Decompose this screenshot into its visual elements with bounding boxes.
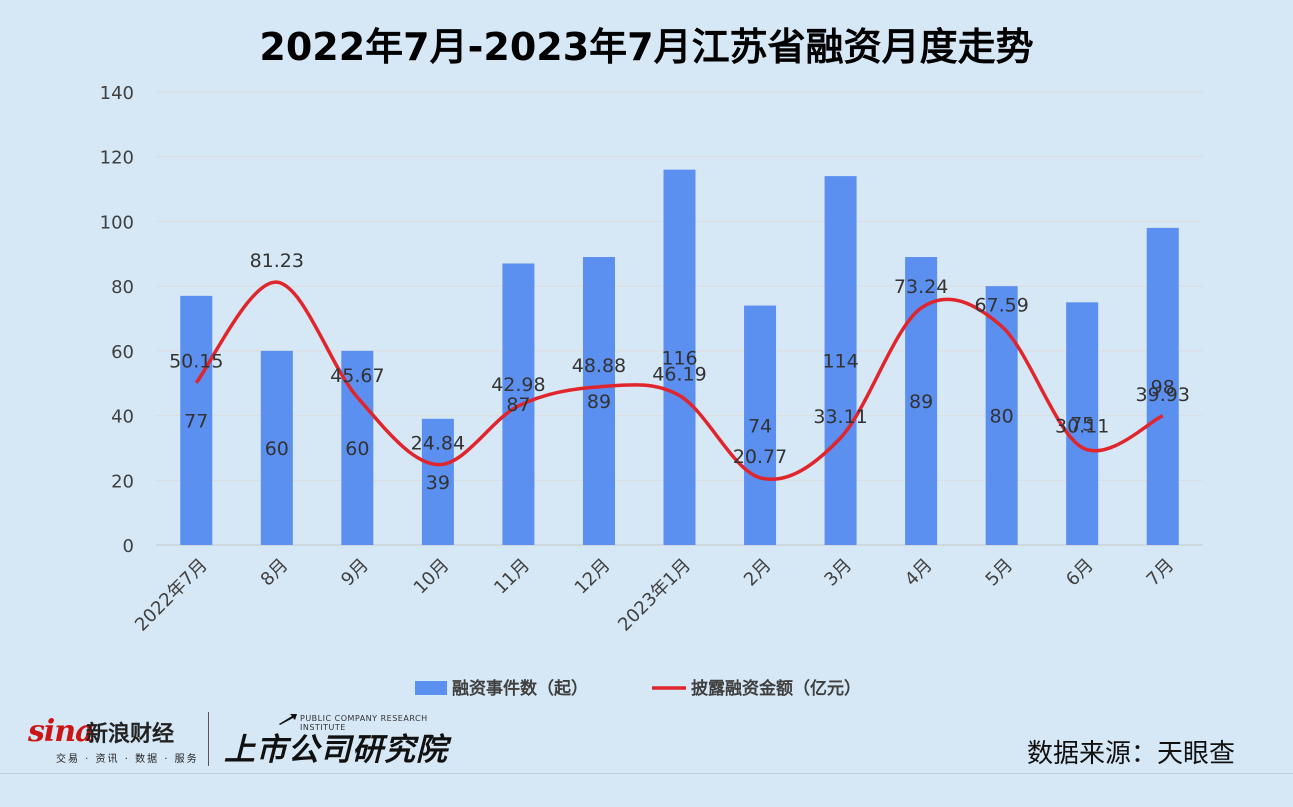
x-tick-label: 7月 [1143,555,1179,591]
bar-value-label: 89 [909,391,933,413]
bar-value-label: 89 [587,391,611,413]
line-value-label: 30.11 [1055,416,1109,438]
bar [744,305,777,545]
y-tick-label: 40 [111,407,134,428]
bar-value-label: 60 [345,438,369,460]
bar-value-label: 39 [426,472,450,494]
arrow-icon [279,714,297,725]
bar [1146,227,1179,545]
x-tick-label: 4月 [901,555,937,591]
sina-logo: sina [28,714,95,749]
sina-tagline: 交易 · 资讯 · 数据 · 服务 [56,754,199,765]
line-value-label: 46.19 [652,364,706,386]
x-tick-label: 10月 [410,555,454,599]
footer-divider [0,773,1293,774]
bar [260,350,293,545]
line-value-label: 39.93 [1136,384,1190,406]
bar-value-label: 75 [1070,414,1094,436]
institute-name-cn: 上市公司研究院 [224,732,448,768]
line-value-label: 20.77 [733,446,787,468]
bar [421,418,454,545]
y-axis: 0 20 40 60 80 100 120 140 [100,83,134,557]
line-value-label: 73.24 [894,276,948,298]
bar [180,295,213,545]
x-tick-label: 3月 [820,555,856,591]
line-value-label: 24.84 [411,433,465,455]
x-tick-label: 11月 [490,555,534,599]
bar [985,286,1018,545]
x-axis: 2022年7月 8月 9月 10月 11月 12月 2023年1月 2月 3月 4月 5月 6月 7月 [131,555,1178,636]
sina-name: 新浪财经 [86,722,175,747]
combo-chart: 0 20 40 60 80 100 120 140 77 60 60 39 87 89 116 74 114 8… [100,83,1203,699]
line-value-label: 67.59 [974,294,1028,316]
y-tick-label: 80 [111,277,134,298]
bar [824,176,857,545]
bar [663,169,696,545]
bar [582,257,615,545]
data-source: 数据来源：天眼查 [1026,739,1235,769]
bar-data-labels: 77 60 60 39 87 89 116 74 114 89 80 75 98 [184,347,1175,494]
x-tick-label: 5月 [982,555,1018,591]
x-tick-label: 9月 [337,555,373,591]
x-tick-label: 2月 [740,555,776,591]
bar-value-label: 60 [265,438,289,460]
y-tick-label: 0 [123,536,134,557]
line-series [194,280,1164,481]
x-tick-label: 2023年1月 [614,555,695,636]
y-tick-label: 20 [111,471,134,492]
institute-name-en: PUBLIC COMPANY RESEARCH INSTITUTE [300,714,428,732]
chart-title: 2022年7月-2023年7月江苏省融资月度走势 [259,25,1034,69]
bar-value-label: 87 [506,394,530,416]
legend-label-bars: 融资事件数（起） [452,678,588,699]
brand-divider [208,712,209,766]
bar-value-label: 74 [748,415,772,437]
bar [1066,302,1099,545]
bar-value-label: 114 [822,351,858,373]
bar-value-label: 98 [1151,376,1175,398]
line-value-label: 50.15 [169,351,223,373]
y-tick-label: 60 [111,342,134,363]
legend-swatch-bars [415,681,447,695]
x-tick-label: 12月 [571,555,615,599]
line-data-labels: 50.15 81.23 45.67 24.84 42.98 48.88 46.19 20.77… [169,250,1190,468]
line-value-label: 81.23 [250,250,304,272]
legend-label-line: 披露融资金额（亿元） [691,678,861,699]
branding: sina 新浪财经 交易 · 资讯 · 数据 · 服务 PUBLIC COMPA… [28,710,468,770]
x-tick-label: 8月 [257,555,293,591]
line-value-label: 48.88 [572,355,626,377]
y-tick-label: 140 [100,83,134,104]
line-value-label: 45.67 [330,365,384,387]
x-tick-label: 2022年7月 [131,555,212,636]
y-tick-label: 120 [100,148,134,169]
line-value-label: 33.11 [813,406,867,428]
x-tick-label: 6月 [1062,555,1098,591]
legend: 融资事件数（起） 披露融资金额（亿元） [415,678,861,699]
bar-value-label: 77 [184,410,208,432]
y-tick-label: 100 [100,212,134,233]
line-value-label: 42.98 [491,374,545,396]
bar-value-label: 80 [990,406,1014,428]
bar [905,257,938,545]
bar-value-label: 116 [661,347,697,369]
